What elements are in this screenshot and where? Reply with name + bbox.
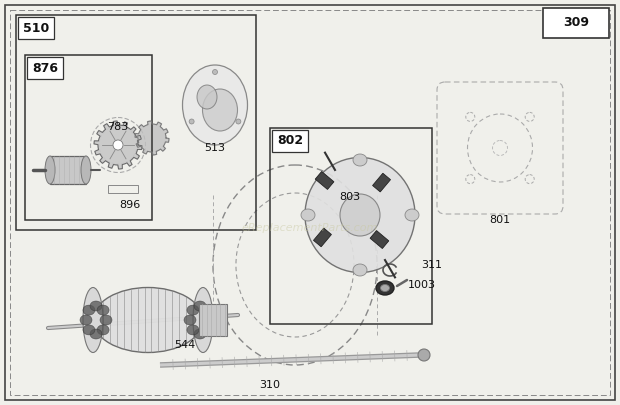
Bar bbox=[370, 230, 389, 249]
Text: 310: 310 bbox=[260, 380, 280, 390]
Ellipse shape bbox=[83, 288, 103, 352]
Text: 802: 802 bbox=[277, 134, 303, 147]
Bar bbox=[199, 304, 227, 336]
Ellipse shape bbox=[113, 140, 123, 150]
Ellipse shape bbox=[83, 325, 95, 335]
Text: 801: 801 bbox=[489, 215, 510, 225]
Ellipse shape bbox=[201, 305, 213, 315]
Ellipse shape bbox=[90, 301, 102, 311]
Ellipse shape bbox=[182, 65, 247, 145]
Bar bbox=[373, 173, 391, 192]
Ellipse shape bbox=[405, 209, 419, 221]
Polygon shape bbox=[135, 121, 169, 155]
Ellipse shape bbox=[353, 264, 367, 276]
Bar bbox=[272, 130, 308, 152]
Ellipse shape bbox=[194, 329, 206, 339]
Text: 510: 510 bbox=[23, 21, 49, 34]
Ellipse shape bbox=[201, 325, 213, 335]
Ellipse shape bbox=[83, 305, 95, 315]
Bar bbox=[50, 156, 86, 184]
Bar bbox=[314, 228, 332, 247]
Text: 896: 896 bbox=[120, 200, 141, 210]
Bar bbox=[108, 185, 138, 193]
Bar bbox=[315, 171, 334, 190]
Ellipse shape bbox=[381, 284, 389, 292]
Text: eReplacementParts.com: eReplacementParts.com bbox=[242, 223, 378, 233]
Text: 309: 309 bbox=[563, 17, 589, 30]
Ellipse shape bbox=[189, 119, 194, 124]
Text: 803: 803 bbox=[339, 192, 361, 202]
Bar bbox=[543, 8, 609, 38]
Ellipse shape bbox=[100, 315, 112, 325]
Text: 513: 513 bbox=[205, 143, 226, 153]
Ellipse shape bbox=[213, 70, 218, 75]
Text: 876: 876 bbox=[32, 62, 58, 75]
Ellipse shape bbox=[340, 194, 380, 236]
Ellipse shape bbox=[204, 315, 216, 325]
Text: 1003: 1003 bbox=[408, 280, 436, 290]
Ellipse shape bbox=[194, 301, 206, 311]
Bar bbox=[27, 57, 63, 79]
Bar bbox=[16, 15, 256, 230]
Ellipse shape bbox=[187, 305, 199, 315]
Ellipse shape bbox=[193, 288, 213, 352]
Ellipse shape bbox=[97, 325, 109, 335]
Ellipse shape bbox=[90, 329, 102, 339]
Ellipse shape bbox=[376, 281, 394, 295]
Text: 544: 544 bbox=[174, 340, 196, 350]
Ellipse shape bbox=[418, 349, 430, 361]
Text: 311: 311 bbox=[422, 260, 443, 270]
Ellipse shape bbox=[184, 315, 196, 325]
Ellipse shape bbox=[187, 325, 199, 335]
Ellipse shape bbox=[236, 119, 241, 124]
Polygon shape bbox=[94, 121, 142, 169]
Ellipse shape bbox=[81, 156, 91, 184]
Ellipse shape bbox=[305, 158, 415, 273]
Text: 783: 783 bbox=[107, 122, 128, 132]
Ellipse shape bbox=[301, 209, 315, 221]
Bar bbox=[25, 55, 152, 220]
Ellipse shape bbox=[45, 156, 55, 184]
Bar bbox=[270, 128, 432, 324]
Ellipse shape bbox=[203, 89, 237, 131]
Ellipse shape bbox=[97, 305, 109, 315]
Ellipse shape bbox=[197, 85, 217, 109]
Ellipse shape bbox=[80, 315, 92, 325]
Bar bbox=[18, 17, 54, 39]
Ellipse shape bbox=[353, 154, 367, 166]
Ellipse shape bbox=[93, 288, 203, 352]
